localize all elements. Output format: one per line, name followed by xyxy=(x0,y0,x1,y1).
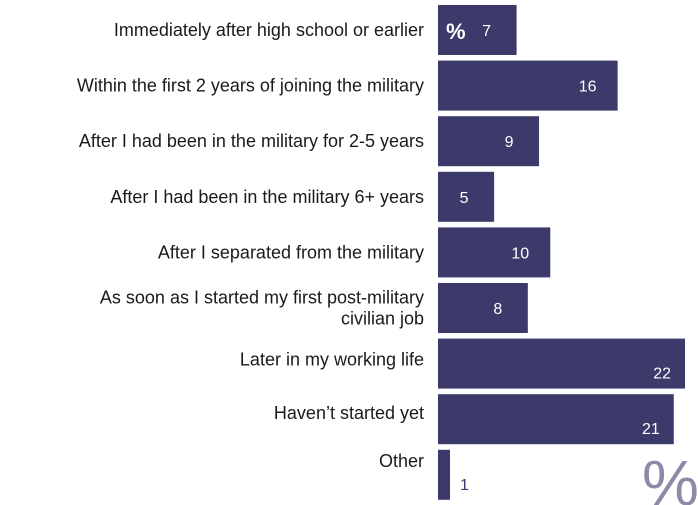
bar-7 xyxy=(438,394,674,445)
category-label-line: As soon as I started my first post-milit… xyxy=(100,288,424,308)
category-label-line: Within the first 2 years of joining the … xyxy=(77,76,424,96)
category-label-line: After I separated from the military xyxy=(158,242,424,262)
category-label-4: After I separated from the military xyxy=(158,242,424,262)
category-label-line: Other xyxy=(379,451,424,471)
value-label-4: 10 xyxy=(511,245,529,262)
value-label-7: 21 xyxy=(642,421,660,438)
bar-1 xyxy=(438,60,618,111)
value-label-3: 5 xyxy=(460,190,469,207)
category-label-8: Other xyxy=(379,451,424,471)
bar-6 xyxy=(438,338,685,389)
bar-3 xyxy=(438,171,495,222)
value-label-8: 1 xyxy=(460,477,469,494)
category-labels-group: Immediately after high school or earlier… xyxy=(77,20,424,471)
value-label-0: 7 xyxy=(482,23,491,40)
category-label-line: civilian job xyxy=(341,309,424,329)
value-label-6: 22 xyxy=(653,366,671,383)
category-label-7: Haven’t started yet xyxy=(274,403,424,423)
value-labels-group: 7 16 9 5 10 8 22 21 1 xyxy=(460,23,671,494)
bar-0 xyxy=(438,5,517,55)
bar-5 xyxy=(438,283,528,333)
category-label-line: Haven’t started yet xyxy=(274,403,424,423)
bar-4 xyxy=(438,227,551,278)
category-label-line: After I had been in the military for 2-5… xyxy=(79,131,424,151)
category-label-line: Immediately after high school or earlier xyxy=(114,20,424,40)
value-label-2: 9 xyxy=(505,134,514,151)
category-label-1: Within the first 2 years of joining the … xyxy=(77,76,424,96)
bar-8 xyxy=(438,449,450,500)
category-label-2: After I had been in the military for 2-5… xyxy=(79,131,424,151)
category-label-3: After I had been in the military 6+ year… xyxy=(110,187,424,207)
category-label-line: After I had been in the military 6+ year… xyxy=(110,187,424,207)
category-label-0: Immediately after high school or earlier xyxy=(114,20,424,40)
bars-group xyxy=(438,5,685,500)
bar-2 xyxy=(438,116,540,167)
category-label-line: Later in my working life xyxy=(240,350,424,370)
percent-watermark: % xyxy=(642,447,698,505)
value-label-1: 16 xyxy=(579,79,597,96)
value-label-5: 8 xyxy=(493,301,502,318)
category-label-5: As soon as I started my first post-milit… xyxy=(100,288,424,329)
category-label-6: Later in my working life xyxy=(240,350,424,370)
unit-label: % xyxy=(446,19,466,44)
